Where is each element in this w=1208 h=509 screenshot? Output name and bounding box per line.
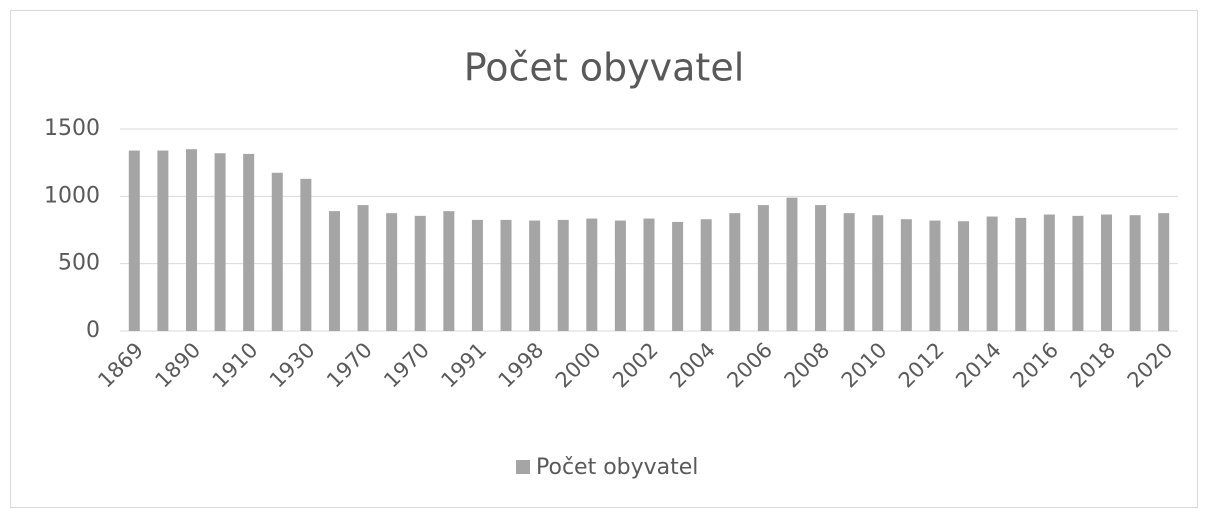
legend-label: Počet obyvatel: [536, 455, 698, 480]
bar: [1101, 214, 1113, 331]
chart-title: Počet obyvatel: [464, 46, 745, 90]
bar: [386, 213, 398, 331]
bar: [1043, 214, 1055, 331]
bar: [443, 211, 455, 331]
bar: [529, 220, 541, 331]
bar: [900, 219, 912, 331]
bar: [157, 150, 169, 331]
y-tick-label: 0: [86, 318, 100, 343]
bar: [815, 205, 827, 331]
bar: [757, 205, 769, 331]
chart-frame: [10, 10, 1198, 508]
bar: [843, 213, 855, 331]
bar: [471, 219, 483, 331]
bar: [958, 221, 970, 331]
legend-swatch: [516, 460, 530, 474]
bar: [729, 213, 741, 331]
bar: [872, 215, 884, 331]
bar: [929, 220, 941, 331]
bar: [214, 153, 226, 331]
bar: [643, 218, 655, 331]
bar: [243, 153, 255, 331]
bar: [1129, 215, 1141, 331]
bar: [1072, 215, 1084, 331]
bar: [986, 216, 998, 331]
bar: [328, 211, 340, 331]
bar: [500, 219, 512, 331]
bar: [557, 219, 569, 331]
bar: [357, 205, 369, 331]
bar: [185, 149, 197, 331]
bar: [786, 197, 798, 331]
bar: [128, 150, 140, 331]
y-tick-label: 1000: [44, 183, 100, 208]
bar: [271, 172, 283, 331]
bar: [300, 178, 312, 331]
bar: [1015, 217, 1027, 331]
bar: [414, 215, 426, 331]
y-tick-label: 1500: [44, 116, 100, 141]
bar: [614, 220, 626, 331]
bar: [700, 219, 712, 331]
y-tick-label: 500: [58, 251, 100, 276]
bar: [1158, 213, 1170, 331]
bar: [672, 221, 684, 331]
bar: [586, 218, 598, 331]
